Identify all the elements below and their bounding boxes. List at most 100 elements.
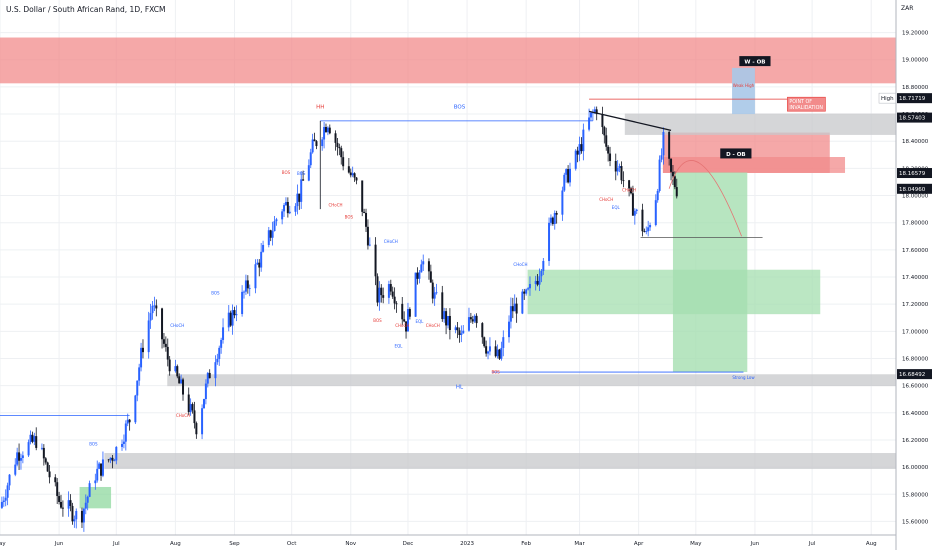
candle-body [511,306,514,312]
projection-arrow [668,160,742,237]
candle-body [582,129,585,152]
candles-group [0,106,678,532]
candle-body [40,447,43,449]
annotation-label: EQL [415,319,424,324]
candle-body [248,288,251,290]
candle-body [202,399,205,409]
candle-body [124,423,127,442]
y-tick-label: 19.20000 [902,31,929,37]
annotation-label: CHoCH [170,323,184,328]
candle-body [168,359,171,372]
currency-label: ZAR [901,5,914,12]
annotation-box [739,56,771,67]
annotation-label: EQL [394,344,403,349]
candle-body [180,379,183,384]
candle-body [351,173,354,176]
x-tick-label: Jun [54,541,64,547]
candle-body [321,139,324,147]
candle-body [48,471,51,478]
candle-body [391,291,394,297]
candle-body [58,496,61,502]
x-tick-label: May [690,541,702,547]
candle-body [33,436,36,442]
candle-body [458,330,461,336]
candle-body [94,480,97,484]
candle-body [576,150,579,155]
candle-body [473,315,476,322]
candle-body [673,176,676,188]
candle-body [395,303,398,305]
candle-body [88,483,91,497]
y-tick-label: 16.40000 [902,411,929,417]
candle-body [618,166,621,168]
candle-body [578,144,581,155]
candle-body [561,190,564,215]
candle-body [187,394,190,413]
candle-body [214,362,217,379]
candle-body [0,501,3,508]
candle-body [235,314,238,316]
candle-body [286,201,289,214]
x-tick-label: Apr [634,541,644,547]
trendline [588,110,672,131]
candle-body [418,272,421,279]
candle-body [71,505,74,522]
candle-body [378,287,381,303]
candle-body [548,222,551,261]
candle-body [4,497,7,501]
candle-body [633,211,636,216]
price-tag-label: 18.57403 [899,116,926,122]
candle-body [374,244,377,277]
candle-body [138,367,141,381]
candle-body [244,280,247,292]
candle-body [527,288,530,290]
candle-body [435,292,438,294]
x-tick-label: Jul [112,541,120,547]
candle-body [220,339,223,348]
price-tag-label: 16.68492 [899,372,925,378]
candle-body [98,463,101,469]
candle-body [387,284,390,298]
candle-body [508,321,511,338]
candle-body [671,171,674,177]
annotation-box [720,148,752,159]
y-tick-label: 15.60000 [902,519,929,525]
x-tick-label: 2023 [460,541,474,547]
x-tick-label: May [0,541,6,547]
candle-body [216,358,219,363]
candle-body [246,280,249,289]
candle-body [448,315,451,330]
candle-body [151,305,154,314]
price-tag-bg [897,93,932,104]
candle-body [662,131,665,156]
candle-body [488,346,491,352]
annotation-label: CHoCH [395,323,409,328]
candle-body [433,292,436,299]
candle-body [460,333,463,336]
candle-body [528,284,531,289]
y-tick-label: 18.80000 [902,85,929,91]
candle-body [668,131,671,159]
candle-body [660,155,663,160]
zone-hl-grey [167,374,897,387]
candle-body [431,282,434,299]
candle-body [334,133,337,143]
x-tick-label: Sep [229,541,240,547]
candle-body [416,272,419,279]
candle-body [262,244,265,252]
candle-body [534,280,537,285]
candle-body [75,510,78,520]
zone-lower-grey [104,453,897,469]
candle-body [628,180,631,189]
candle-body [353,173,356,178]
candle-body [60,501,63,508]
candle-body [496,349,499,357]
candle-body [107,459,110,461]
candle-body [485,346,488,354]
y-tick-label: 18.00000 [902,194,929,200]
candle-body [601,114,604,128]
annotation-label: CHoCH [622,187,636,192]
candle-body [100,463,103,476]
